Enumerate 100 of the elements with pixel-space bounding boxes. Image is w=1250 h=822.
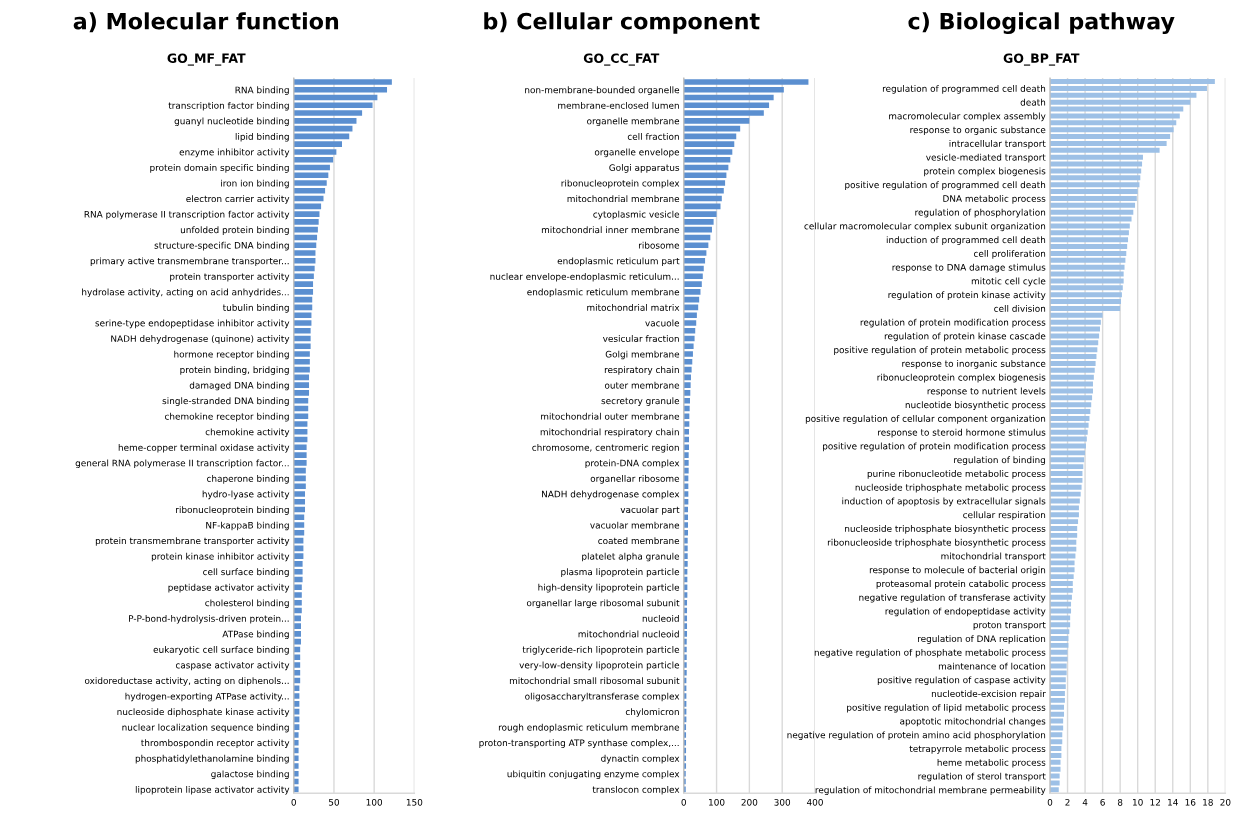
bar [293,724,300,730]
bar [293,327,311,334]
bar [683,491,689,497]
bar [1050,175,1141,181]
bar [1050,223,1130,229]
bar [1050,471,1083,476]
bar [293,786,299,793]
bar [1050,539,1077,545]
chart-title: c) Biological pathway [908,12,1175,35]
bar [683,428,689,435]
bar [1050,140,1167,146]
bar [1050,787,1059,793]
bar [1050,285,1123,291]
bar [683,359,693,365]
bar [683,483,689,489]
bar [1050,278,1124,284]
bar [1050,615,1071,621]
bar [293,662,301,668]
bar [1050,491,1081,497]
bar [293,631,301,637]
bar [1050,381,1093,387]
bar [683,320,697,326]
bar [293,428,308,435]
bar [293,382,310,388]
bar [683,188,724,194]
bar [1050,512,1079,518]
bar [1050,656,1068,662]
bar [293,514,305,521]
bar [293,755,299,762]
bar [1050,189,1138,195]
bar [1050,340,1099,346]
bar [683,257,706,264]
bar [1050,532,1078,538]
bar [683,250,707,256]
bar [1050,670,1067,676]
bar [293,421,308,427]
bar [683,289,701,295]
bar [683,530,689,536]
bar [683,522,689,528]
bar [1050,305,1121,311]
bar [293,102,373,109]
bar [293,281,314,287]
bar [1050,642,1069,648]
bar [1050,415,1090,421]
bar [1050,546,1077,552]
bar [1050,677,1066,683]
bar [1050,477,1083,483]
bar [1050,333,1100,339]
chart-title: b) Cellular component [484,12,760,34]
bar [293,312,312,318]
bar [683,211,717,217]
bar [1050,99,1191,105]
bar [293,732,299,738]
bar [293,747,299,754]
bar [683,110,764,116]
bar [1050,326,1100,332]
bar [1050,766,1061,772]
bar [293,172,329,179]
bar [683,366,692,373]
bar [1050,216,1132,222]
bar [683,452,689,458]
bar [1050,711,1065,717]
bar [1050,464,1084,470]
bar [1050,182,1140,188]
bar [1050,697,1065,703]
bar [293,180,327,186]
bar [1050,519,1079,525]
bar [1050,704,1065,710]
bar [293,79,392,85]
bar [293,444,307,451]
bar [683,242,709,249]
bar [293,257,316,264]
bar [683,203,721,210]
bar [683,219,714,225]
bar [1050,120,1177,126]
bar [1050,560,1075,566]
bar [1050,161,1143,167]
bar [1050,195,1137,201]
bar [293,568,303,575]
bar [683,351,693,357]
bar [293,592,302,598]
bar [1050,691,1065,696]
bar [1050,360,1096,366]
bar [1050,622,1071,628]
bar [293,669,301,676]
bar [1050,732,1063,738]
bar [1050,567,1075,573]
bar [683,102,770,109]
bar [293,219,319,225]
bar [683,327,696,334]
bar [1050,636,1069,641]
bar [683,421,690,427]
bar [293,553,304,559]
bar [293,701,300,707]
bar [683,390,691,396]
bar [293,584,302,591]
bar [1050,780,1060,786]
bar [683,149,733,155]
bar [1050,264,1125,270]
bar [293,320,312,326]
